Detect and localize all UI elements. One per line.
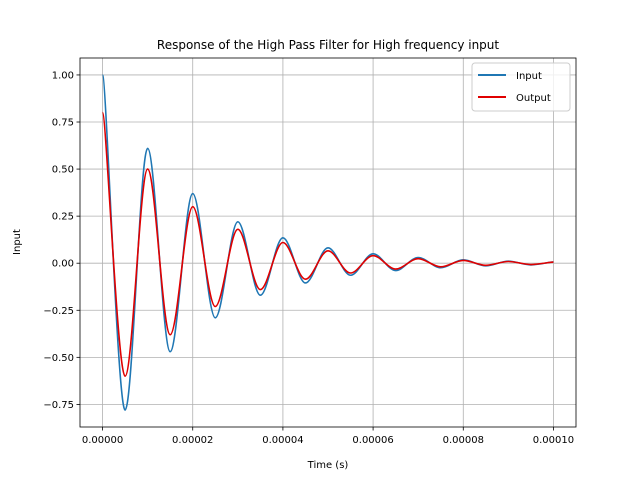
y-tick-label: −0.75: [43, 400, 74, 411]
plot-lines: [101, 74, 554, 411]
x-tick-label: 0.00004: [262, 435, 303, 446]
y-tick-label: 0.75: [52, 118, 74, 129]
x-tick-label: 0.00010: [533, 435, 574, 446]
y-axis-label: Input: [12, 229, 23, 255]
x-axis-label: Time (s): [307, 460, 349, 471]
y-tick-label: 1.00: [52, 70, 74, 81]
x-tick-label: 0.00008: [443, 435, 484, 446]
chart-title: Response of the High Pass Filter for Hig…: [157, 38, 500, 52]
x-axis-ticks: 0.00000 0.00002 0.00004 0.00006 0.00008 0.000…: [82, 427, 574, 446]
y-tick-label: −0.50: [43, 353, 74, 364]
y-tick-label: 0.00: [52, 259, 74, 270]
y-tick-label: 0.25: [52, 212, 74, 223]
y-tick-label: −0.25: [43, 306, 74, 317]
x-tick-label: 0.00002: [172, 435, 213, 446]
axes-frame: [79, 57, 577, 428]
legend: Input Output: [471, 62, 571, 112]
y-axis-ticks: −0.75 −0.50 −0.25 0.00 0.25 0.50 0.75 1.00: [43, 70, 80, 411]
legend-label-output: Output: [516, 93, 551, 104]
series-line-output: [101, 111, 554, 377]
x-tick-label: 0.00000: [82, 435, 123, 446]
x-tick-label: 0.00006: [352, 435, 393, 446]
legend-label-input: Input: [516, 71, 542, 82]
y-tick-label: 0.50: [52, 165, 74, 176]
